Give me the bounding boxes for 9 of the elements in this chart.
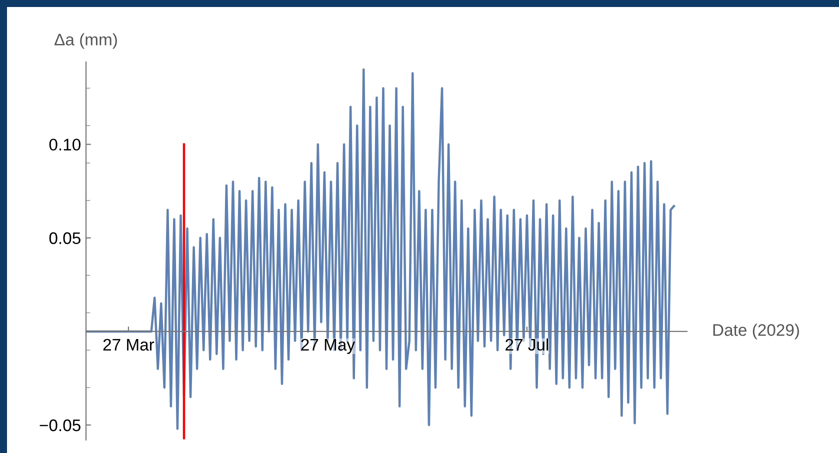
x-tick-label: 27 Mar (103, 338, 154, 351)
x-tick-label: 27 Jul (506, 338, 548, 351)
x-tick-label: 27 May (301, 338, 356, 354)
y-tick-label: −0.05 (40, 419, 80, 432)
line-series (86, 68, 676, 430)
x-axis-title: Date (2029) (713, 324, 799, 340)
y-axis-title: Δa (mm) (54, 33, 117, 49)
y-tick-label: 0.10 (49, 138, 80, 151)
y-tick-label: 0.05 (49, 232, 80, 244)
